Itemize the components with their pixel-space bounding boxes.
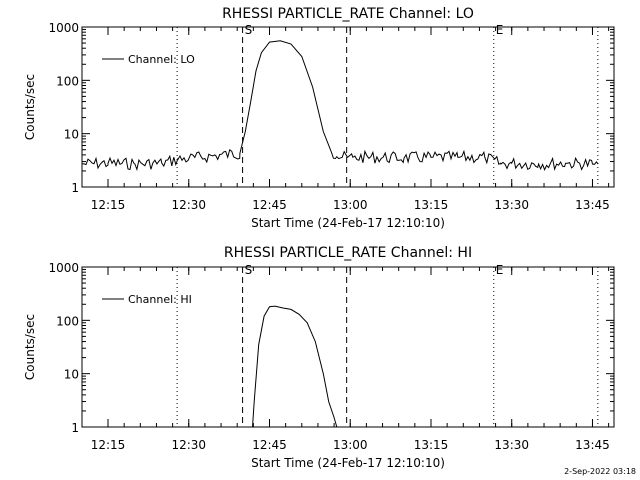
- x-tick-label-lo: 13:15: [414, 198, 449, 212]
- legend-label-lo: Channel: LO: [128, 53, 195, 66]
- x-tick-label-lo: 13:45: [575, 198, 610, 212]
- x-tick-label-lo: 13:00: [333, 198, 368, 212]
- y-tick-label-lo: 100: [56, 74, 79, 88]
- chart-title-lo: RHESSI PARTICLE_RATE Channel: LO: [222, 6, 474, 22]
- x-tick-label-hi: 12:15: [91, 438, 126, 452]
- y-tick-label-hi: 100: [56, 314, 79, 328]
- y-tick-label-hi: 10: [64, 368, 79, 382]
- lo-channel-panel: RHESSI PARTICLE_RATE Channel: LO Start T…: [23, 6, 615, 230]
- plot-frame-hi: [81, 266, 615, 428]
- series-line-hi: [252, 305, 338, 428]
- chart-title-hi: RHESSI PARTICLE_RATE Channel: HI: [224, 245, 472, 261]
- legend-label-hi: Channel: HI: [128, 293, 192, 306]
- y-tick-label-hi: 1: [71, 421, 79, 435]
- y-tick-label-lo: 10: [64, 128, 79, 142]
- x-tick-label-hi: 13:45: [575, 438, 610, 452]
- y-axis-label-lo: Counts/sec: [23, 74, 37, 140]
- y-tick-label-lo: 1000: [48, 21, 79, 35]
- x-axis-label-hi: Start Time (24-Feb-17 12:10:10): [251, 456, 445, 470]
- marker-label-lo: E: [496, 23, 504, 37]
- x-tick-label-lo: 13:30: [494, 198, 529, 212]
- y-tick-label-hi: 1000: [48, 261, 79, 275]
- series-line-lo: [81, 40, 599, 172]
- y-tick-label-lo: 1: [71, 181, 79, 195]
- x-tick-label-hi: 12:30: [171, 438, 206, 452]
- plot-frame-lo: [81, 26, 615, 188]
- x-tick-label-hi: 13:00: [333, 438, 368, 452]
- x-tick-label-lo: 12:45: [252, 198, 287, 212]
- footer-date: 2-Sep-2022 03:18: [564, 467, 636, 476]
- hi-channel-panel: RHESSI PARTICLE_RATE Channel: HI Start T…: [23, 245, 615, 470]
- x-tick-label-hi: 13:15: [414, 438, 449, 452]
- x-tick-label-lo: 12:30: [171, 198, 206, 212]
- x-tick-label-hi: 12:45: [252, 438, 287, 452]
- x-tick-label-lo: 12:15: [91, 198, 126, 212]
- marker-label-hi: E: [496, 263, 504, 277]
- marker-label-lo: S: [245, 23, 253, 37]
- x-axis-label-lo: Start Time (24-Feb-17 12:10:10): [251, 216, 445, 230]
- marker-label-hi: S: [245, 263, 253, 277]
- y-axis-label-hi: Counts/sec: [23, 314, 37, 380]
- x-tick-label-hi: 13:30: [494, 438, 529, 452]
